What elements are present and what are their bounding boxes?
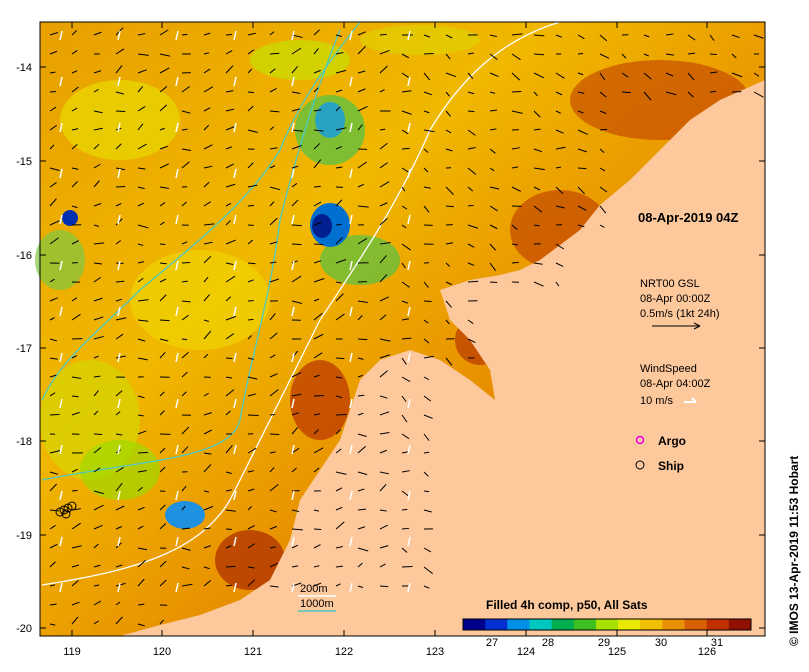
wind-title: WindSpeed	[640, 363, 697, 375]
isobath-200m-label: 200m	[300, 583, 328, 595]
x-tick-label: 119	[63, 646, 81, 658]
wind-scale-arrow	[684, 397, 697, 403]
y-tick-label: -17	[16, 343, 32, 355]
plot-frame	[39, 21, 766, 637]
current-vectors	[49, 27, 764, 627]
wind-scale: 10 m/s	[640, 395, 674, 407]
x-tick-label: 122	[335, 646, 353, 658]
x-axis: 119 120 121 122 123 124 125 126	[63, 22, 716, 658]
ship-marker-icon	[635, 460, 645, 470]
isobath-1000m-2	[41, 29, 341, 481]
colorbar-tick-label: 31	[711, 637, 723, 649]
ship-track	[55, 501, 77, 519]
wind-time: 08-Apr 04:00Z	[640, 378, 711, 390]
colorbar-tick-label: 30	[655, 637, 667, 649]
isobath-1000m	[41, 21, 361, 401]
colorbar: Filled 4h comp, p50, All Sats 27 28 29 30 31	[462, 598, 752, 649]
currents-scale-arrow	[652, 322, 701, 330]
y-tick-label: -15	[16, 156, 32, 168]
argo-legend: Argo	[635, 434, 686, 448]
y-tick-label: -20	[16, 623, 32, 635]
y-tick-label: -19	[16, 530, 32, 542]
argo-label: Argo	[658, 434, 686, 448]
y-axis: -14 -15 -16 -17 -18 -19 -20	[16, 62, 765, 635]
currents-scale: 0.5m/s (1kt 24h)	[640, 308, 719, 320]
x-tick-label: 121	[244, 646, 262, 658]
colorbar-title: Filled 4h comp, p50, All Sats	[486, 598, 648, 612]
isobath-legend: 200m 1000m	[298, 583, 336, 612]
argo-marker-icon	[635, 435, 645, 445]
x-tick-label: 123	[426, 646, 444, 658]
y-tick-label: -16	[16, 250, 32, 262]
y-tick-label: -14	[16, 62, 32, 74]
colorbar-tick-label: 29	[598, 637, 610, 649]
colorbar-tick-label: 28	[542, 637, 554, 649]
x-tick-label: 124	[517, 646, 535, 658]
colorbar-scale	[463, 619, 752, 630]
x-tick-label: 125	[608, 646, 626, 658]
wind-vectors	[59, 30, 411, 593]
date-label: 08-Apr-2019 04Z	[638, 210, 738, 225]
currents-title: NRT00 GSL	[640, 278, 700, 290]
colorbar-tick-label: 27	[486, 637, 498, 649]
isobath-1000m-label: 1000m	[300, 598, 334, 610]
x-tick-label: 120	[153, 646, 171, 658]
y-tick-label: -18	[16, 436, 32, 448]
credit-label: © IMOS 13-Apr-2019 11:53 Hobart	[787, 455, 801, 646]
ship-label: Ship	[658, 459, 684, 473]
x-tick-label: 126	[698, 646, 716, 658]
currents-time: 08-Apr 00:00Z	[640, 293, 711, 305]
ship-legend: Ship	[635, 459, 684, 473]
colorbar-ticks: 27 28 29 30 31	[486, 637, 723, 649]
isobath-200m	[41, 21, 561, 586]
land-mass	[120, 80, 765, 636]
